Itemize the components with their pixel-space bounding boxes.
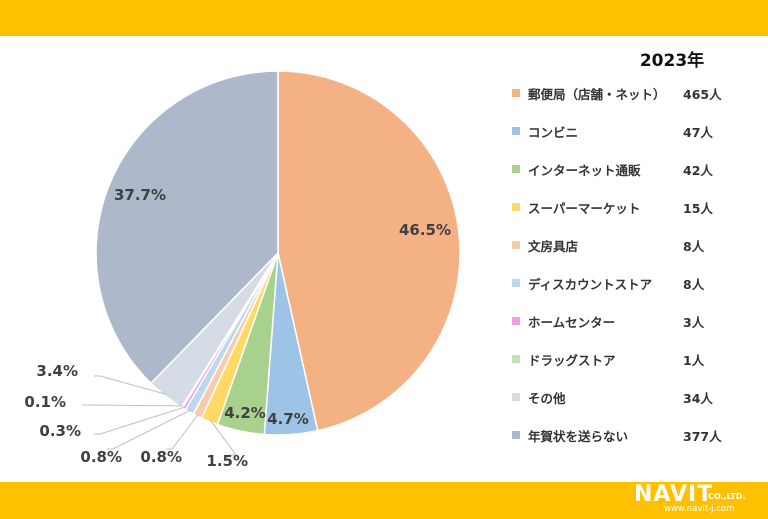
legend-value: 3人 [683, 315, 705, 330]
legend-label: 郵便局（店舗・ネット） [528, 87, 666, 102]
legend: 郵便局（店舗・ネット） 465人コンビニ 47人インターネット通販 42人スーパーマー… [512, 84, 762, 464]
pie-slice [277, 70, 461, 432]
slice-percent-label: 0.8% [140, 448, 182, 466]
legend-label: その他 [528, 391, 566, 406]
legend-swatch [512, 431, 520, 439]
legend-swatch [512, 165, 520, 173]
legend-item: コンビニ 47人 [512, 122, 762, 160]
legend-swatch [512, 127, 520, 135]
legend-value: 8人 [683, 277, 705, 292]
legend-swatch [512, 317, 520, 325]
legend-item: ディスカウントストア 8人 [512, 274, 762, 312]
legend-value: 465人 [683, 87, 722, 102]
legend-value: 377人 [683, 429, 722, 444]
slice-percent-label: 3.4% [36, 362, 78, 380]
legend-item: 年賀状を送らない 377人 [512, 426, 762, 464]
legend-label: 年賀状を送らない [528, 429, 629, 444]
slice-percent-label: 0.8% [80, 448, 122, 466]
legend-item: スーパーマーケット 15人 [512, 198, 762, 236]
legend-swatch [512, 393, 520, 401]
slice-percent-label: 4.2% [224, 404, 266, 422]
legend-swatch [512, 241, 520, 249]
legend-label: 文房具店 [528, 239, 579, 254]
slice-percent-label: 4.7% [267, 410, 309, 428]
legend-label: スーパーマーケット [528, 201, 641, 216]
legend-swatch [512, 203, 520, 211]
legend-label: ディスカウントストア [528, 277, 653, 292]
pie-chart: 46.5% 4.7%4.2% 1.5% 0.8% 0.8% 0.3% 0.1% 3.4% 37.… [24, 70, 461, 470]
legend-item: 郵便局（店舗・ネット） 465人 [512, 84, 762, 122]
slice-percent-label: 0.3% [39, 422, 81, 440]
slice-percent-label: 1.5% [206, 452, 248, 470]
legend-value: 8人 [683, 239, 705, 254]
legend-value: 47人 [683, 125, 713, 140]
legend-item: ホームセンター 3人 [512, 312, 762, 350]
leader-line [82, 404, 183, 407]
legend-label: コンビニ [528, 125, 579, 140]
company-logo: NAVIT CO.,LTD. www.navit-j.com [634, 484, 766, 516]
leader-line [166, 414, 199, 450]
chart-title: 2023年 [639, 51, 705, 71]
legend-value: 34人 [683, 391, 713, 406]
legend-item: インターネット通販 42人 [512, 160, 762, 198]
leader-line [107, 409, 191, 450]
legend-label: インターネット通販 [528, 163, 641, 178]
bottom-accent-band [0, 482, 768, 519]
legend-item: ドラッグストア 1人 [512, 350, 762, 388]
slice-percent-label: 0.1% [24, 393, 66, 411]
legend-value: 15人 [683, 201, 713, 216]
legend-swatch [512, 89, 520, 97]
top-accent-band [0, 0, 768, 36]
logo-suffix: CO.,LTD. [708, 492, 746, 501]
slice-percent-label: 46.5% [399, 221, 451, 239]
legend-value: 42人 [683, 163, 713, 178]
slice-percent-label: 37.7% [114, 186, 166, 204]
legend-item: その他 34人 [512, 388, 762, 426]
logo-url: www.navit-j.com [664, 504, 735, 514]
legend-value: 1人 [683, 353, 705, 368]
legend-label: ドラッグストア [528, 353, 616, 368]
logo-wordmark: NAVIT [634, 482, 714, 507]
leader-line [209, 419, 237, 456]
leader-line [94, 375, 167, 396]
legend-label: ホームセンター [528, 315, 616, 330]
legend-swatch [512, 279, 520, 287]
legend-item: 文房具店 8人 [512, 236, 762, 274]
legend-swatch [512, 355, 520, 363]
pie-slice [95, 70, 279, 385]
leader-line [94, 406, 186, 435]
